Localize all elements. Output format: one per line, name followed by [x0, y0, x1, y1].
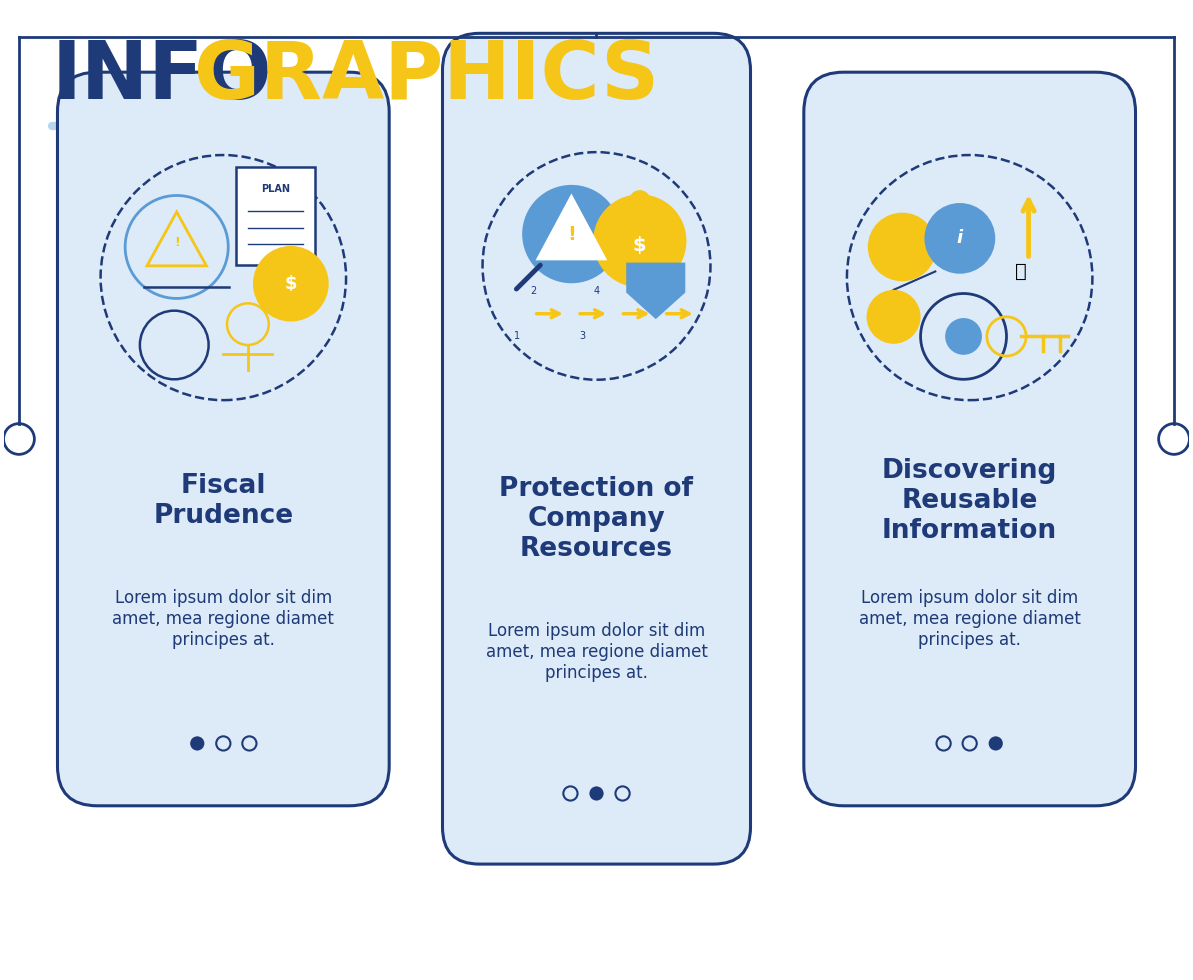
Text: !: ! [567, 224, 576, 244]
Circle shape [989, 736, 1003, 751]
Text: GRAPHICS: GRAPHICS [194, 38, 660, 116]
FancyBboxPatch shape [235, 168, 315, 266]
Text: 2: 2 [531, 286, 537, 296]
Circle shape [945, 318, 982, 355]
Circle shape [589, 786, 604, 801]
Text: 4: 4 [593, 286, 600, 296]
Polygon shape [536, 193, 607, 261]
Text: $: $ [633, 236, 647, 255]
Circle shape [866, 290, 921, 344]
Circle shape [630, 191, 650, 211]
Circle shape [524, 186, 619, 282]
Text: Discovering
Reusable
Information: Discovering Reusable Information [882, 459, 1057, 544]
FancyBboxPatch shape [57, 73, 389, 806]
Text: Lorem ipsum dolor sit dim
amet, mea regione diamet
principes at.: Lorem ipsum dolor sit dim amet, mea regi… [112, 589, 334, 649]
Text: 3: 3 [580, 331, 586, 341]
Circle shape [190, 736, 204, 751]
Circle shape [594, 195, 686, 286]
Text: 🤝: 🤝 [1015, 262, 1027, 281]
Text: INFO: INFO [51, 38, 272, 116]
Circle shape [254, 247, 328, 320]
Text: 1: 1 [514, 331, 520, 341]
Circle shape [926, 204, 994, 272]
Text: PLAN: PLAN [261, 184, 290, 194]
Text: Fiscal
Prudence: Fiscal Prudence [153, 473, 293, 529]
Text: !: ! [174, 236, 180, 250]
Circle shape [867, 213, 937, 281]
FancyBboxPatch shape [443, 33, 750, 864]
Text: $: $ [285, 274, 297, 293]
Text: Lorem ipsum dolor sit dim
amet, mea regione diamet
principes at.: Lorem ipsum dolor sit dim amet, mea regi… [486, 622, 707, 682]
Text: Protection of
Company
Resources: Protection of Company Resources [500, 476, 693, 563]
Polygon shape [628, 264, 685, 318]
FancyBboxPatch shape [804, 73, 1136, 806]
Text: i: i [957, 229, 963, 247]
Text: Lorem ipsum dolor sit dim
amet, mea regione diamet
principes at.: Lorem ipsum dolor sit dim amet, mea regi… [859, 589, 1081, 649]
